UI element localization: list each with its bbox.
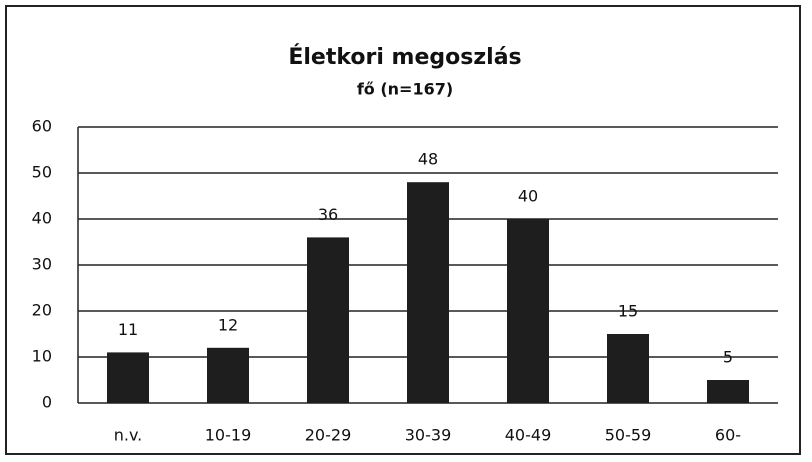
data-label: 15 [618, 302, 638, 321]
y-tick-label: 20 [32, 301, 52, 320]
bar [607, 334, 649, 403]
y-tick-label: 50 [32, 163, 52, 182]
data-label: 36 [318, 205, 338, 224]
data-label: 11 [118, 320, 138, 339]
bar [307, 237, 349, 403]
bar [207, 347, 249, 403]
x-tick-label: 10-19 [205, 426, 252, 445]
y-tick-label: 30 [32, 255, 52, 274]
data-label: 48 [418, 150, 438, 169]
bar [407, 182, 449, 403]
y-tick-label: 0 [42, 393, 52, 412]
chart-title: Életkori megoszlás [288, 44, 521, 70]
x-tick-label: 20-29 [305, 426, 352, 445]
x-tick-label: 30-39 [405, 426, 452, 445]
data-label: 40 [518, 187, 538, 206]
y-tick-label: 10 [32, 347, 52, 366]
data-label: 12 [218, 315, 238, 334]
y-tick-label: 60 [32, 117, 52, 136]
x-tick-label: 50-59 [605, 426, 652, 445]
bar [507, 219, 549, 403]
bar [107, 352, 149, 403]
data-label: 5 [723, 348, 733, 367]
x-tick-label: 60- [715, 426, 741, 445]
bar [707, 380, 749, 403]
x-tick-label: n.v. [114, 426, 143, 445]
chart-subtitle: fő (n=167) [357, 80, 453, 99]
y-tick-label: 40 [32, 209, 52, 228]
x-tick-label: 40-49 [505, 426, 552, 445]
